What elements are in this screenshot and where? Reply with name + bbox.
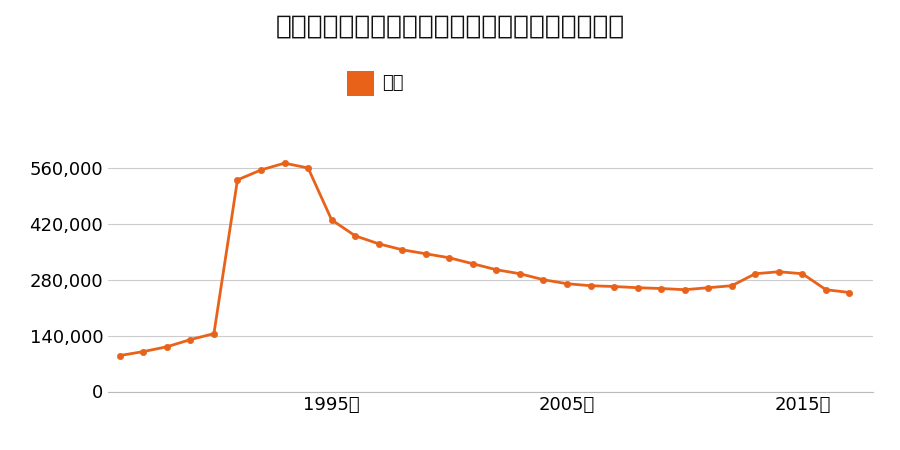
Text: 価格: 価格 bbox=[382, 74, 404, 92]
Text: 東京都葛飾区水元小合町１７６７番２の地価推移: 東京都葛飾区水元小合町１７６７番２の地価推移 bbox=[275, 14, 625, 40]
